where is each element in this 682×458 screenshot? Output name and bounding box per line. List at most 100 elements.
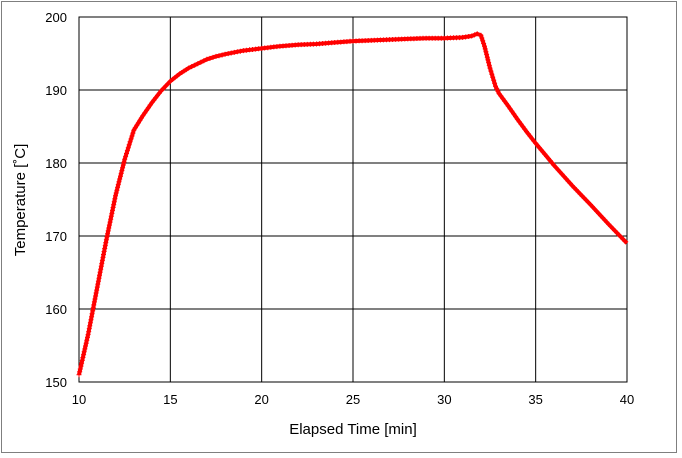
data-point [485, 57, 491, 63]
data-point [478, 32, 484, 38]
data-point [140, 113, 146, 119]
y-tick-label: 150 [45, 375, 67, 390]
data-point [237, 48, 243, 54]
y-tick-label: 170 [45, 229, 67, 244]
data-point [106, 225, 112, 231]
data-point [474, 31, 480, 37]
data-point [158, 88, 164, 94]
data-point [79, 357, 85, 363]
data-point [122, 156, 128, 162]
data-point [103, 237, 109, 243]
data-point [107, 219, 113, 225]
data-point [113, 193, 118, 199]
data-point [92, 296, 98, 302]
data-point [91, 299, 97, 305]
data-point [491, 77, 497, 83]
data-point [198, 59, 204, 65]
data-point [487, 65, 493, 71]
data-point [482, 46, 488, 52]
grid-lines [78, 16, 628, 383]
data-point [484, 51, 490, 57]
data-point [105, 231, 111, 237]
y-tick-labels: 150 160 170 180 190 200 [45, 10, 67, 390]
data-point [479, 35, 485, 41]
data-point [513, 114, 519, 120]
data-point [108, 213, 114, 219]
data-point [126, 142, 132, 148]
data-point [121, 159, 127, 165]
data-point [492, 80, 498, 86]
data-point [216, 53, 222, 59]
data-point [97, 269, 103, 275]
data-point [484, 54, 490, 60]
series-layer [76, 31, 629, 378]
x-tick-label: 20 [254, 392, 268, 407]
data-point [95, 278, 101, 284]
y-tick-label: 200 [45, 10, 67, 25]
data-point [116, 179, 122, 185]
data-point [480, 38, 486, 44]
data-point [83, 340, 89, 346]
data-point [192, 62, 198, 68]
y-tick-label: 180 [45, 156, 67, 171]
data-point [97, 272, 102, 278]
data-point [225, 51, 231, 57]
data-point [81, 349, 87, 355]
data-point [124, 148, 130, 154]
x-axis-title: Elapsed Time [min] [289, 421, 417, 438]
data-point [85, 332, 91, 338]
x-tick-labels: 10 15 20 25 30 35 40 [72, 392, 634, 407]
data-point [120, 165, 126, 171]
data-point [507, 106, 513, 112]
data-point [124, 151, 129, 156]
data-point [84, 337, 90, 343]
data-point [87, 320, 93, 326]
data-point [101, 249, 107, 254]
data-point [127, 139, 133, 145]
data-point [112, 196, 118, 202]
data-point [490, 74, 496, 80]
data-point [142, 110, 148, 116]
data-point [85, 334, 90, 340]
data-point [79, 360, 85, 366]
data-point [118, 173, 123, 179]
data-point [77, 369, 83, 375]
data-point [101, 252, 106, 257]
data-point [82, 346, 88, 352]
data-point [78, 363, 84, 369]
data-point [483, 49, 489, 55]
data-point [204, 56, 210, 62]
data-point [482, 43, 487, 49]
data-point [147, 102, 153, 108]
data-point [91, 302, 97, 308]
data-point [95, 281, 101, 287]
data-point [87, 323, 93, 329]
plot-area [78, 16, 628, 383]
data-point [125, 145, 131, 151]
data-point [511, 111, 517, 117]
data-point [161, 85, 166, 91]
data-point [222, 51, 228, 57]
x-tick-label: 30 [437, 392, 451, 407]
data-point [80, 355, 86, 360]
data-point [472, 32, 477, 38]
data-point [234, 49, 240, 55]
data-point [114, 187, 120, 193]
data-point [83, 343, 88, 349]
data-point [145, 105, 151, 111]
data-point [106, 222, 112, 228]
x-tick-label: 25 [346, 392, 360, 407]
data-point [481, 41, 487, 46]
data-point [231, 49, 237, 55]
data-point [90, 308, 96, 314]
y-tick-label: 190 [45, 83, 67, 98]
data-point [469, 33, 475, 39]
data-series [76, 31, 629, 378]
data-point [489, 71, 495, 77]
data-point [201, 58, 207, 64]
data-point [93, 290, 99, 296]
data-point [488, 68, 494, 74]
data-point [110, 207, 115, 213]
x-tick-label: 40 [620, 392, 634, 407]
